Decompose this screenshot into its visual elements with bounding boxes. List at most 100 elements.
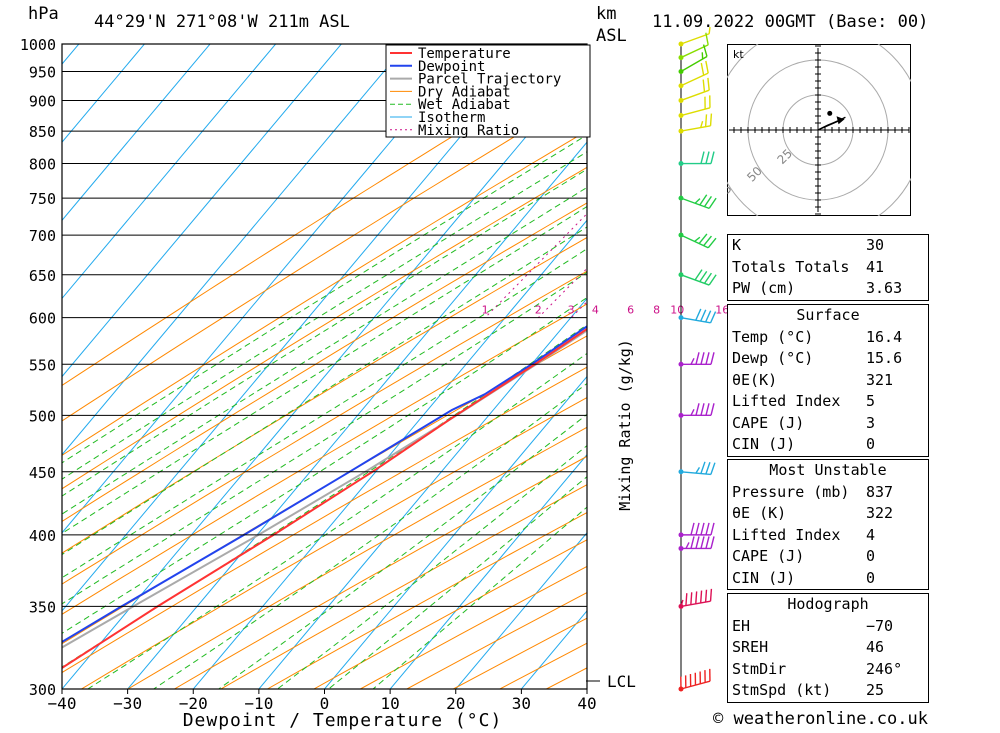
wind-barb-flag (700, 120, 704, 128)
wet-adiabat-line (62, 271, 587, 605)
isotherm-line (323, 375, 587, 689)
mixing-ratio-label: 16 (715, 304, 729, 317)
mixing-ratio-label: 2 (535, 304, 542, 317)
surface-value: 16.4 (866, 327, 903, 346)
isotherm-line (62, 44, 408, 456)
wind-barb-staff (680, 107, 711, 117)
wind-barb-flag (705, 151, 710, 164)
wind-barb-flag (694, 198, 701, 204)
legend-entry: Mixing Ratio (418, 123, 519, 139)
wind-barb (678, 403, 715, 418)
legend-entry: Parcel Trajectory (418, 72, 561, 88)
indices-panel: K 30 Totals Totals 41 PW (cm) 3.63 (727, 234, 929, 301)
wind-barb-flag (704, 114, 708, 127)
wind-barb-flag (685, 542, 690, 549)
index-label: Totals Totals (732, 257, 850, 276)
index-value: 30 (866, 236, 885, 254)
wind-barb-flag (704, 589, 708, 603)
wind-barb-flag (690, 357, 695, 365)
pressure-tick-label: 500 (29, 407, 56, 425)
wind-barb-flag (709, 113, 713, 126)
mu-row: Lifted Index 4 (728, 525, 928, 547)
index-label: K (732, 236, 742, 254)
dry-adiabat-line (62, 92, 587, 422)
wind-barb-flag (703, 235, 712, 247)
mixing-ratio-label: 3 (568, 304, 575, 317)
wind-barb-flag (708, 197, 717, 209)
hodo-row: StmDir 246° (728, 659, 928, 681)
surface-label: Temp (°C) (732, 327, 814, 346)
temperature-tick-label: −10 (244, 694, 273, 713)
pressure-tick-label: 950 (29, 63, 56, 81)
wind-barb-flag (680, 599, 684, 607)
pressure-tick-label: 400 (29, 527, 56, 545)
wind-barb-flag (695, 536, 700, 549)
wet-adiabat-line (62, 297, 587, 634)
legend-entry: Temperature (418, 46, 511, 62)
credit-link[interactable]: © weatheronline.co.uk (713, 709, 928, 729)
hodograph-ring-label: 75 (727, 181, 735, 202)
hodo-value: 46 (866, 638, 885, 656)
temperature-tick-label: 40 (577, 694, 596, 713)
wind-barb-flag (709, 588, 713, 602)
wind-barb-flag (698, 233, 708, 244)
mu-label: CIN (J) (732, 568, 796, 587)
wind-barb-flag (710, 522, 715, 536)
temperature-tick-label: 30 (512, 694, 531, 713)
hodo-label: EH (732, 616, 751, 635)
mixing-ratio-label: 1 (482, 304, 489, 317)
mu-row: CAPE (J) 0 (728, 546, 928, 568)
wind-barb-staff (680, 234, 709, 249)
wind-barb-flag (695, 467, 701, 474)
pressure-tick-label: 550 (29, 356, 56, 374)
wind-barb (678, 536, 715, 551)
mu-row: CIN (J) 0 (728, 568, 928, 590)
storm-motion-vector (817, 119, 841, 131)
mixing-ratio-label: 4 (592, 304, 599, 317)
index-value: 41 (866, 257, 885, 276)
wet-adiabat-line (277, 444, 587, 689)
wind-barb (678, 60, 709, 89)
wind-barb-flag (705, 60, 709, 74)
most-unstable-title: Most Unstable (769, 461, 887, 479)
hodo-value: 246° (866, 659, 903, 678)
pressure-tick-label: 600 (29, 310, 56, 328)
x-axis-label: Dewpoint / Temperature (°C) (183, 710, 503, 731)
pressure-tick-label: 700 (29, 227, 56, 245)
wet-adiabat-line (87, 352, 587, 689)
wind-barb-flag (699, 194, 708, 206)
datetime-title: 11.09.2022 00GMT (Base: 00) (652, 12, 929, 32)
surface-value: 0 (866, 435, 876, 453)
wet-adiabat-line (153, 382, 587, 689)
pressure-tick-label: 800 (29, 156, 56, 174)
legend-box (385, 44, 591, 138)
wind-barb-flag (694, 236, 701, 242)
temperature-tick-label: 20 (446, 694, 465, 713)
wet-adiabat-line (218, 413, 587, 689)
wind-barb (678, 151, 715, 167)
hodograph-title: Hodograph (787, 595, 869, 613)
temperature-tick-label: −20 (179, 694, 208, 713)
dry-adiabat-line (267, 511, 587, 689)
wind-barb-flag (704, 310, 712, 323)
wind-barb (678, 668, 711, 692)
mixing-ratio-label: 8 (653, 304, 660, 317)
dry-adiabat-line (81, 396, 587, 689)
wind-barb (678, 26, 711, 47)
wind-barb-flag (700, 352, 705, 365)
wind-barb-flag (700, 309, 707, 322)
mu-row: Pressure (mb) 837 (728, 482, 928, 504)
legend-entry: Dry Adiabat (418, 84, 511, 100)
wet-adiabat-line (372, 506, 587, 689)
dry-adiabat-line (174, 455, 587, 689)
wind-barb (678, 95, 711, 119)
wind-barb-flag (705, 522, 710, 536)
mu-value: 0 (866, 568, 876, 587)
hodo-value: −70 (866, 616, 894, 635)
surface-label: CAPE (J) (732, 413, 805, 432)
isotherm-line (62, 44, 146, 143)
location-title: 44°29'N 271°08'W 211m ASL (94, 12, 350, 32)
dry-adiabat-line (220, 484, 587, 689)
surface-label: CIN (J) (732, 435, 796, 453)
